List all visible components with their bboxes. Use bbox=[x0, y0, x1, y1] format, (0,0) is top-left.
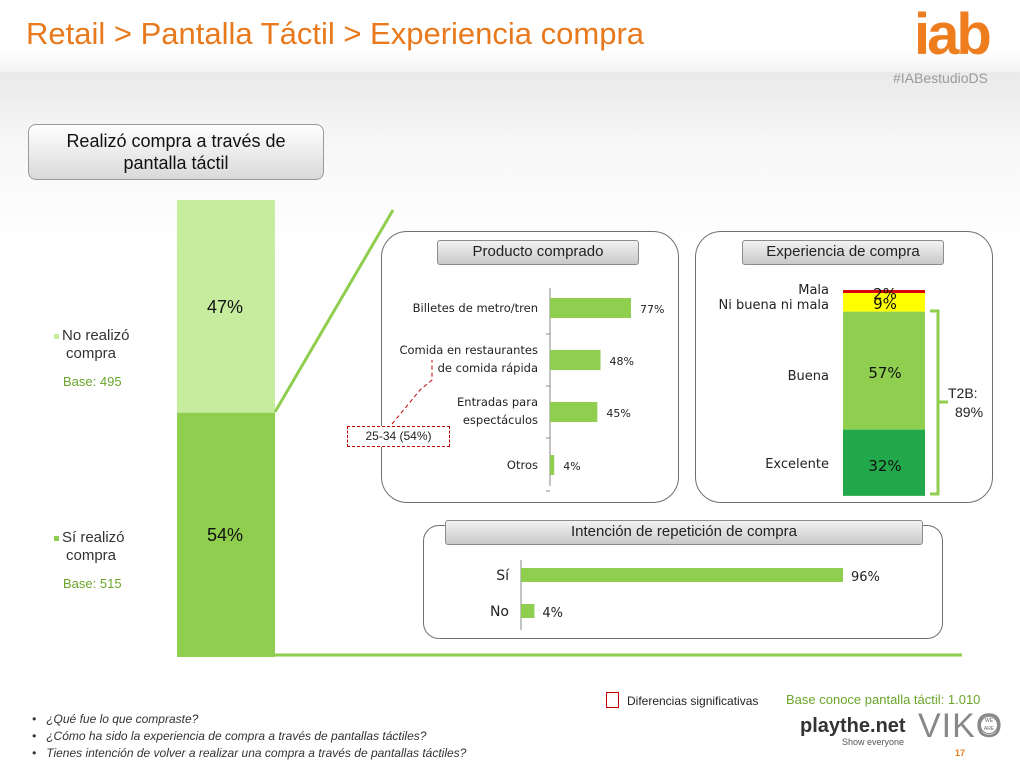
question-1-bullet: • bbox=[32, 712, 37, 726]
question-2: • ¿Cómo ha sido la experiencia de compra… bbox=[32, 729, 426, 743]
experience-chart: 2% Mala 9% Ni buena ni mala 57% Buena 32% Excel… bbox=[719, 283, 925, 496]
experience-category-label: Ni buena ni mala bbox=[719, 298, 830, 313]
playthenet-tagline: Show everyone bbox=[842, 737, 905, 747]
playthenet-logo: playthe.net bbox=[800, 715, 906, 737]
product-category-label: Comida en restaurantes bbox=[399, 343, 538, 357]
repeat-category-label: No bbox=[490, 604, 509, 620]
product-panel-title: Producto comprado bbox=[437, 240, 639, 265]
product-category-label: Entradas para bbox=[457, 395, 538, 409]
experience-category-label: Excelente bbox=[765, 457, 829, 472]
page-title: Retail > Pantalla Táctil > Experiencia c… bbox=[26, 16, 645, 51]
viko-badge-icon: WE ARE bbox=[980, 716, 998, 734]
experience-value-label: 32% bbox=[868, 457, 901, 475]
header-band bbox=[0, 0, 1020, 72]
repeat-panel-title: Intención de repetición de compra bbox=[445, 520, 923, 545]
product-bar bbox=[550, 350, 601, 370]
base-si: Base: 515 bbox=[63, 576, 122, 591]
experience-segment bbox=[843, 311, 925, 430]
experience-category-label: Mala bbox=[798, 283, 829, 298]
experience-segment bbox=[843, 429, 925, 496]
purchase-question-line2: pantalla táctil bbox=[123, 153, 229, 173]
t2b-bracket bbox=[930, 309, 940, 496]
product-category-label: Billetes de metro/tren bbox=[413, 301, 538, 315]
repeat-value-label: 96% bbox=[851, 570, 880, 585]
question-3-bullet: • bbox=[32, 746, 37, 760]
legend-no: No realizó compra bbox=[54, 327, 130, 363]
product-value-label: 48% bbox=[609, 355, 633, 368]
experience-segment bbox=[843, 293, 925, 312]
question-2-text: ¿Cómo ha sido la experiencia de compra a… bbox=[46, 729, 427, 743]
experience-value-label: 2% bbox=[873, 285, 897, 303]
legend-si-swatch bbox=[54, 535, 59, 541]
experience-category-label: Buena bbox=[788, 369, 829, 384]
question-1-text: ¿Qué fue lo que compraste? bbox=[46, 712, 199, 726]
product-panel bbox=[381, 231, 679, 503]
question-3-text: Tienes intención de volver a realizar un… bbox=[46, 746, 467, 760]
legend-no-swatch bbox=[54, 333, 59, 339]
experience-value-label: 57% bbox=[868, 364, 901, 382]
main-bar-label-si: 54% bbox=[207, 525, 244, 545]
product-category-label: Otros bbox=[507, 458, 538, 472]
repeat-bar bbox=[521, 568, 843, 582]
hashtag-label: #IABestudioDS bbox=[893, 70, 988, 86]
product-bar bbox=[550, 455, 555, 475]
significance-label: Diferencias significativas bbox=[627, 694, 759, 708]
repeat-chart: 96% Sí 4% No bbox=[490, 560, 880, 630]
significance-box-icon bbox=[606, 692, 619, 708]
t2b-label: T2B: bbox=[948, 385, 978, 401]
t2b-value: 89% bbox=[955, 404, 984, 420]
repeat-category-label: Sí bbox=[496, 568, 510, 584]
product-value-label: 77% bbox=[640, 303, 664, 316]
question-1: • ¿Qué fue lo que compraste? bbox=[32, 712, 198, 726]
experience-panel-title: Experiencia de compra bbox=[742, 240, 944, 265]
experience-segment bbox=[843, 290, 925, 293]
legend-si: Sí realizó compra bbox=[54, 529, 125, 565]
product-value-label: 4% bbox=[563, 460, 580, 473]
legend-no-label-line2: compra bbox=[66, 345, 117, 362]
callout-dashed-line bbox=[391, 360, 433, 425]
iab-logo: iab bbox=[914, 2, 992, 67]
legend-si-label-line1: Sí realizó bbox=[62, 529, 125, 546]
product-bar bbox=[550, 298, 631, 318]
zoom-connector-top bbox=[273, 209, 395, 413]
main-stacked-bar bbox=[177, 200, 275, 657]
product-bar bbox=[550, 402, 598, 422]
product-category-label: de comida rápida bbox=[438, 361, 538, 375]
purchase-question-box: Realizó compra a través de pantalla táct… bbox=[28, 124, 324, 180]
experience-value-label: 9% bbox=[873, 295, 897, 313]
legend-si-label-line2: compra bbox=[66, 547, 117, 564]
page-number: 17 bbox=[955, 748, 966, 758]
question-2-bullet: • bbox=[32, 729, 37, 743]
question-3: • Tienes intención de volver a realizar … bbox=[32, 746, 466, 760]
repeat-value-label: 4% bbox=[542, 606, 563, 621]
product-category-label: espectáculos bbox=[463, 413, 538, 427]
main-bar-si bbox=[177, 412, 275, 657]
repeat-bar bbox=[521, 604, 535, 618]
age-callout: 25-34 (54%) bbox=[347, 426, 450, 447]
legend-no-label-line1: No realizó bbox=[62, 327, 130, 344]
purchase-question-line1: Realizó compra a través de bbox=[66, 131, 286, 151]
main-bar-no bbox=[177, 200, 275, 413]
product-chart: 77% Billetes de metro/tren 48% Comida en re… bbox=[399, 288, 664, 492]
base-total: Base conoce pantalla táctil: 1.010 bbox=[786, 692, 981, 707]
base-no: Base: 495 bbox=[63, 374, 122, 389]
product-value-label: 45% bbox=[606, 407, 630, 420]
main-bar-label-no: 47% bbox=[207, 297, 244, 317]
